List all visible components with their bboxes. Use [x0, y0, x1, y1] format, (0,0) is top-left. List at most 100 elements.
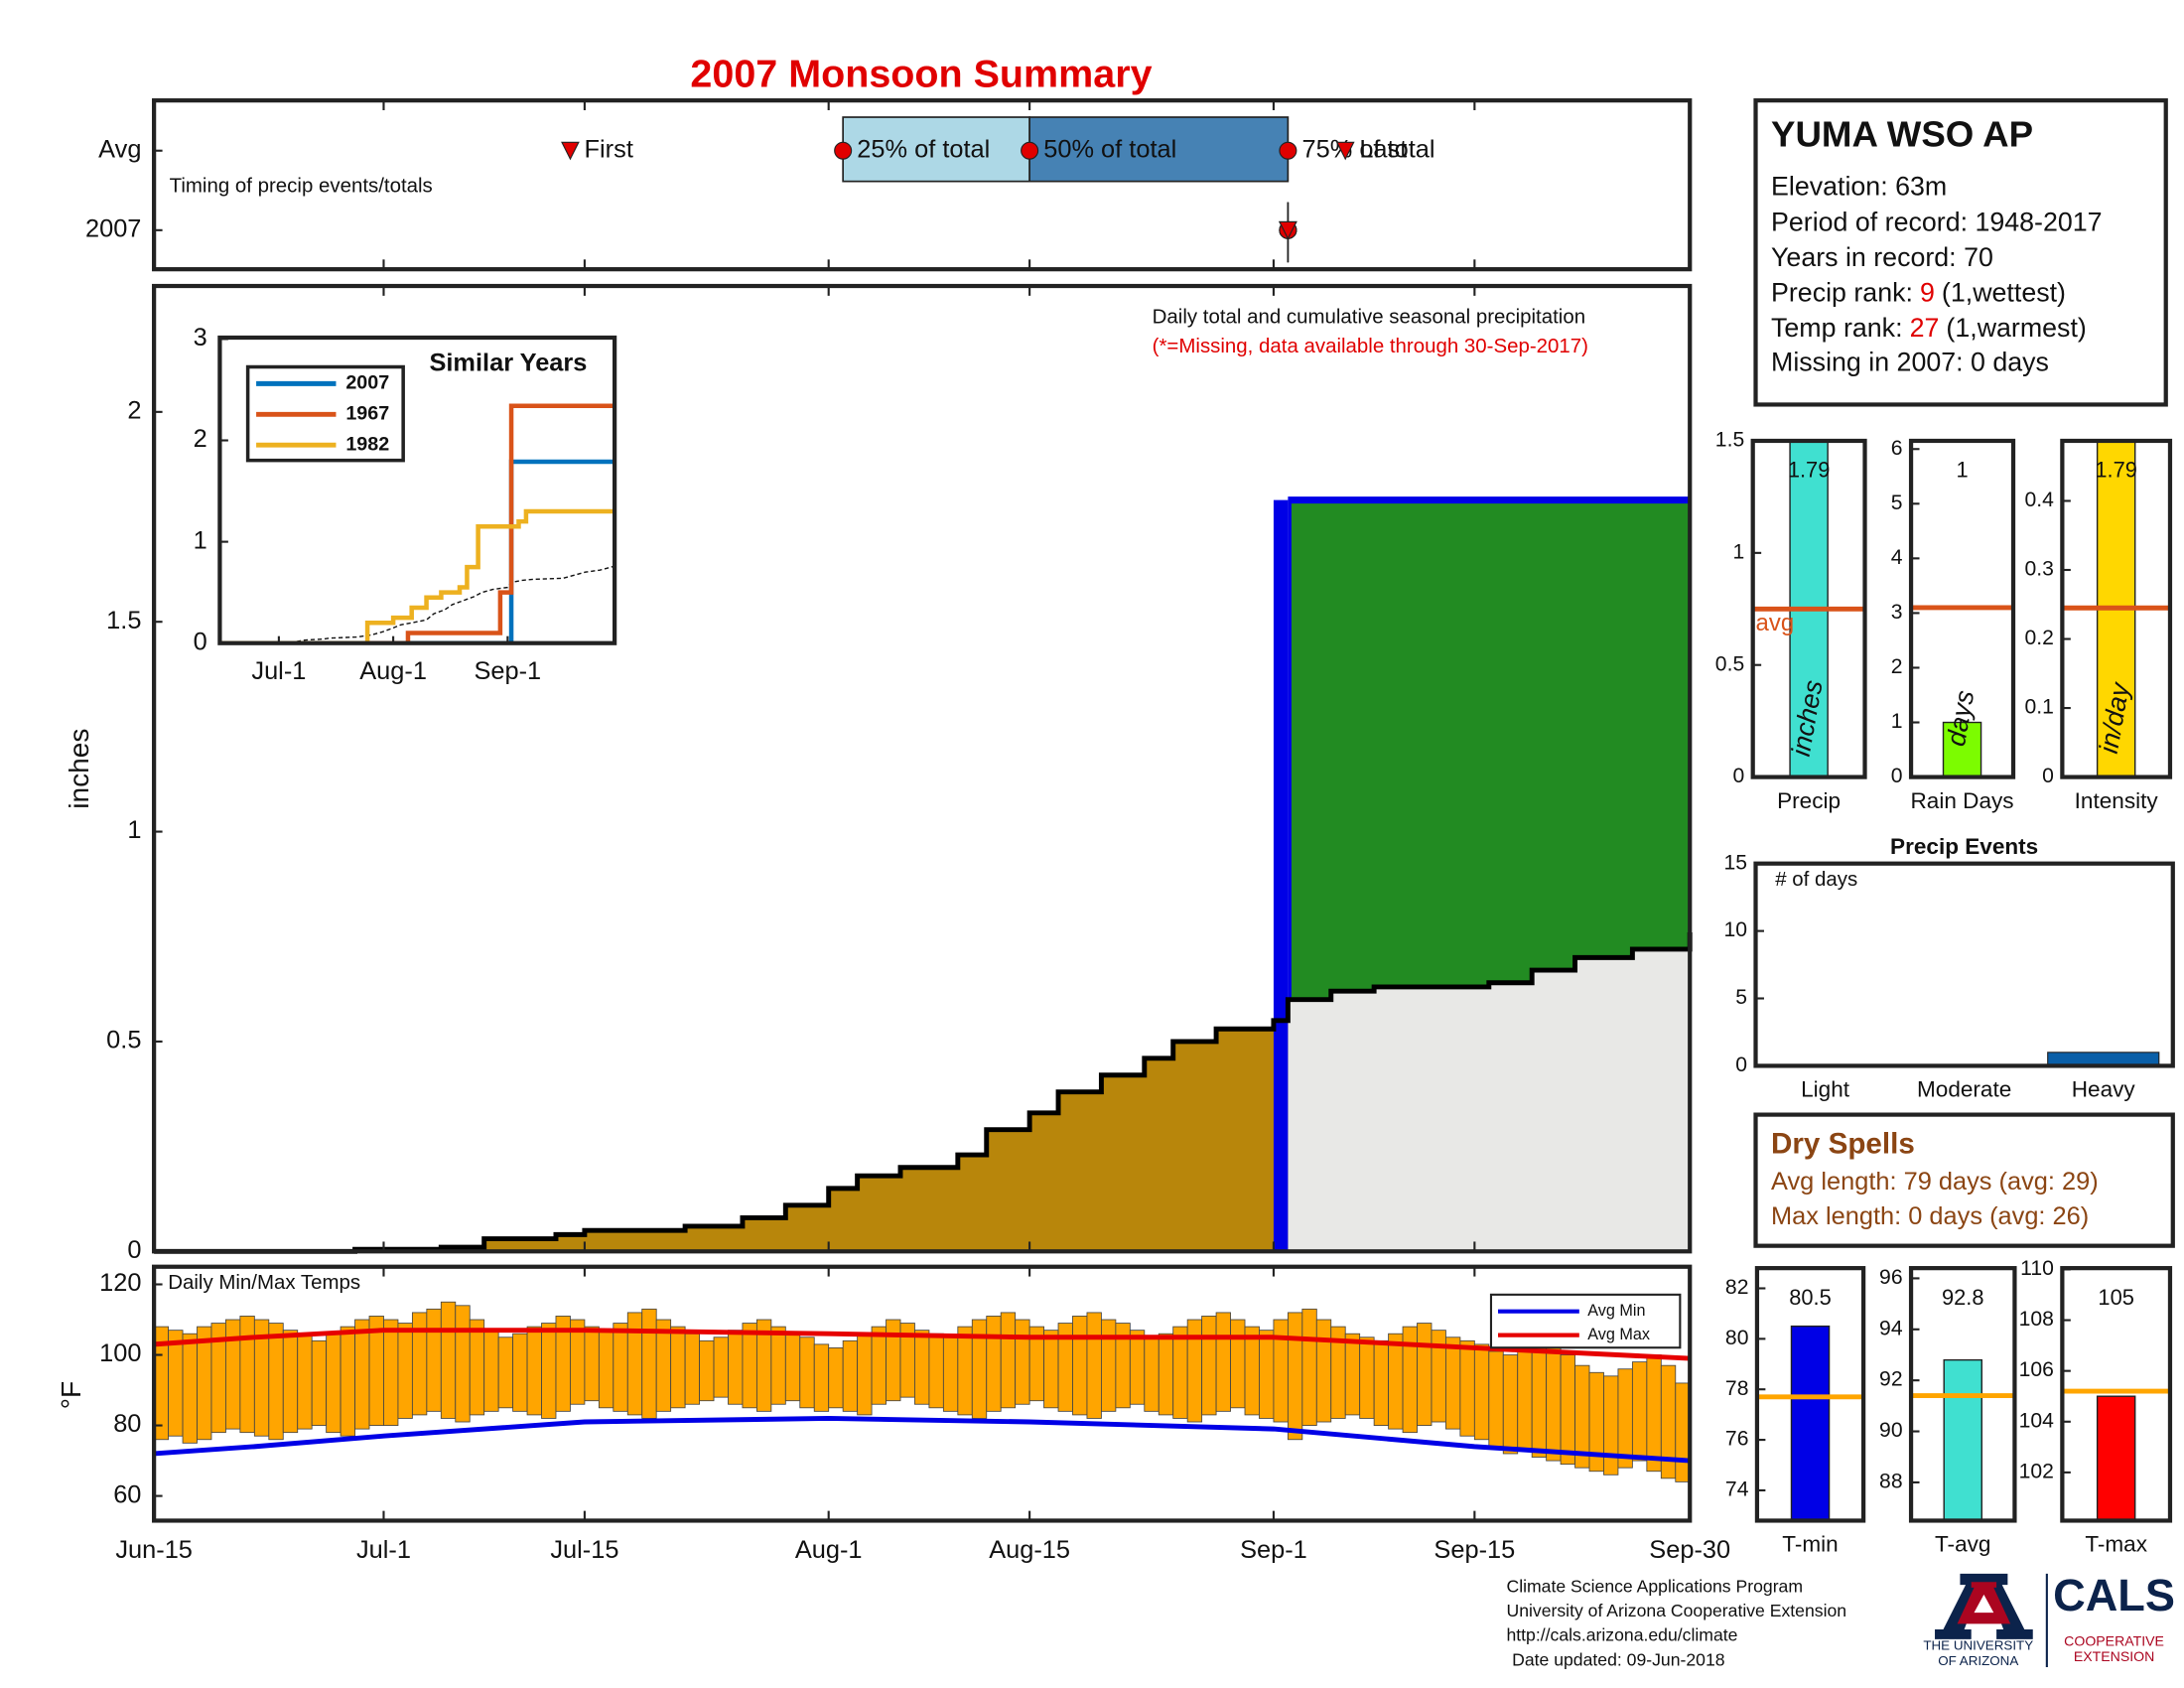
panel-frame — [217, 335, 617, 645]
panel-frame — [1908, 1266, 2017, 1523]
temp-range-bar — [1388, 1333, 1404, 1430]
bar — [1942, 721, 1982, 777]
quartile-box — [1028, 116, 1290, 183]
station-detail: Years in record: 70 — [1771, 242, 1993, 272]
avg-line — [219, 565, 615, 643]
y-tick-label: 104 — [2019, 1409, 2055, 1432]
y-tick-label: 80 — [113, 1410, 141, 1438]
temp-range-bar — [1172, 1326, 1188, 1419]
y-tick-label: 100 — [99, 1339, 141, 1367]
marker — [1335, 141, 1355, 161]
marker-label: First — [585, 135, 633, 163]
y-tick-label: 5 — [1735, 986, 1747, 1009]
y-tick-label: 0.5 — [1715, 652, 1744, 675]
marker — [561, 141, 580, 161]
temp-range-bar — [239, 1316, 255, 1434]
y-tick-label: 92 — [1879, 1368, 1903, 1391]
bar — [1943, 1358, 1982, 1521]
x-tick-label: Sep-15 — [1433, 1536, 1515, 1564]
temp-range-bar — [497, 1336, 514, 1409]
temp-range-bar — [512, 1333, 528, 1412]
avg-label: avg — [1756, 610, 1795, 636]
y-tick-label: 88 — [1879, 1471, 1903, 1493]
temp-range-bar — [728, 1330, 744, 1405]
footer-line: Climate Science Applications Program — [1506, 1577, 1803, 1597]
y-tick-label: 15 — [1724, 851, 1748, 874]
y-tick-label: 80 — [1725, 1327, 1749, 1349]
temp-range-bar — [426, 1308, 442, 1412]
temp-range-bar — [1072, 1316, 1088, 1416]
temp-range-bar — [282, 1330, 299, 1434]
marker — [834, 141, 853, 160]
dry-spells-box — [1753, 1112, 2175, 1248]
y-tick-label: 6 — [1891, 437, 1903, 460]
marker — [1021, 141, 1039, 160]
x-axis-label: T-avg — [1935, 1532, 1990, 1557]
x-axis-label: Intensity — [2075, 788, 2159, 813]
temp-range-bar — [742, 1323, 757, 1409]
y-tick-label: 0 — [1735, 1054, 1747, 1076]
temp-range-bar — [986, 1316, 1002, 1412]
x-tick-label: Sep-30 — [1649, 1536, 1730, 1564]
y-tick-label: 96 — [1879, 1266, 1903, 1289]
panel-frame — [2060, 1266, 2173, 1523]
temp-range-bar — [1560, 1354, 1575, 1466]
legend-label: 1982 — [345, 433, 389, 455]
temp-range-bar — [1201, 1316, 1217, 1416]
y-axis-label: °F — [56, 1381, 86, 1409]
temp-range-bar — [1315, 1319, 1332, 1423]
temp-range-bar — [455, 1305, 471, 1423]
station-rank: Precip rank: 9 (1,wettest) — [1771, 278, 2066, 308]
temp-range-bar — [1603, 1375, 1619, 1476]
canvas: 2007 Monsoon Summary Avg 2007 First 25% of … — [56, 53, 2175, 1670]
daily-bar — [1273, 499, 1289, 1252]
y-tick-label: 4 — [1891, 546, 1903, 569]
y-tick-label: 2 — [1891, 655, 1903, 678]
row-label: Avg — [98, 135, 141, 163]
temp-range-bar — [1086, 1312, 1102, 1419]
avg-area-before — [154, 1020, 1289, 1252]
y-tick-label: 0.1 — [2024, 696, 2053, 719]
temp-range-bar — [857, 1333, 873, 1416]
temp-range-bar — [871, 1326, 887, 1405]
panel-frame — [152, 1264, 1693, 1523]
station-name: YUMA WSO AP — [1771, 113, 2033, 154]
avg-area-after — [1288, 932, 1691, 1252]
y-tick-label: 76 — [1725, 1428, 1749, 1451]
temp-range-bar — [1301, 1308, 1317, 1426]
temp-range-bar — [1417, 1323, 1433, 1426]
y-tick-label: 1 — [1732, 540, 1744, 563]
y-tick-label: 82 — [1725, 1276, 1749, 1299]
temp-range-bar — [784, 1333, 801, 1402]
legend-label: 1967 — [345, 403, 389, 425]
y-tick-label: 0 — [127, 1236, 141, 1264]
panel-note: Daily Min/Max Temps — [168, 1272, 360, 1294]
temp-range-bar — [641, 1308, 657, 1419]
temp-range-bar — [268, 1323, 284, 1441]
temp-range-bar — [397, 1323, 413, 1419]
y-tick-label: 5 — [1891, 492, 1903, 514]
temp-range-bar — [354, 1319, 370, 1430]
y-tick-label: 1 — [127, 816, 141, 844]
value-label: 92.8 — [1942, 1285, 1984, 1310]
x-tick-label: Jul-1 — [251, 657, 306, 685]
y-tick-label: 3 — [1891, 601, 1903, 624]
temp-range-bar — [928, 1333, 944, 1409]
y-tick-label: 0 — [194, 628, 207, 655]
rank-value: 9 — [1920, 278, 1935, 308]
station-detail: Elevation: 63m — [1771, 172, 1947, 202]
y-tick-label: 0.4 — [2024, 489, 2054, 511]
x-tick-label: Jul-15 — [550, 1536, 618, 1564]
logo-text: OF ARIZONA — [1938, 1653, 2018, 1668]
temp-range-bar — [440, 1301, 457, 1419]
panel-frame — [1750, 438, 1867, 779]
temp-range-bar — [1631, 1361, 1648, 1462]
row-label: 2007 — [85, 215, 141, 243]
y-tick-label: 1.5 — [1715, 429, 1744, 452]
temp-range-bar — [1230, 1319, 1246, 1409]
rank-note: (1,warmest) — [1946, 313, 2086, 343]
temp-range-bar — [828, 1347, 844, 1409]
panel-note: # of days — [1775, 869, 1857, 891]
logo-text: THE UNIVERSITY — [1923, 1637, 2033, 1652]
temp-range-bar — [584, 1326, 600, 1402]
